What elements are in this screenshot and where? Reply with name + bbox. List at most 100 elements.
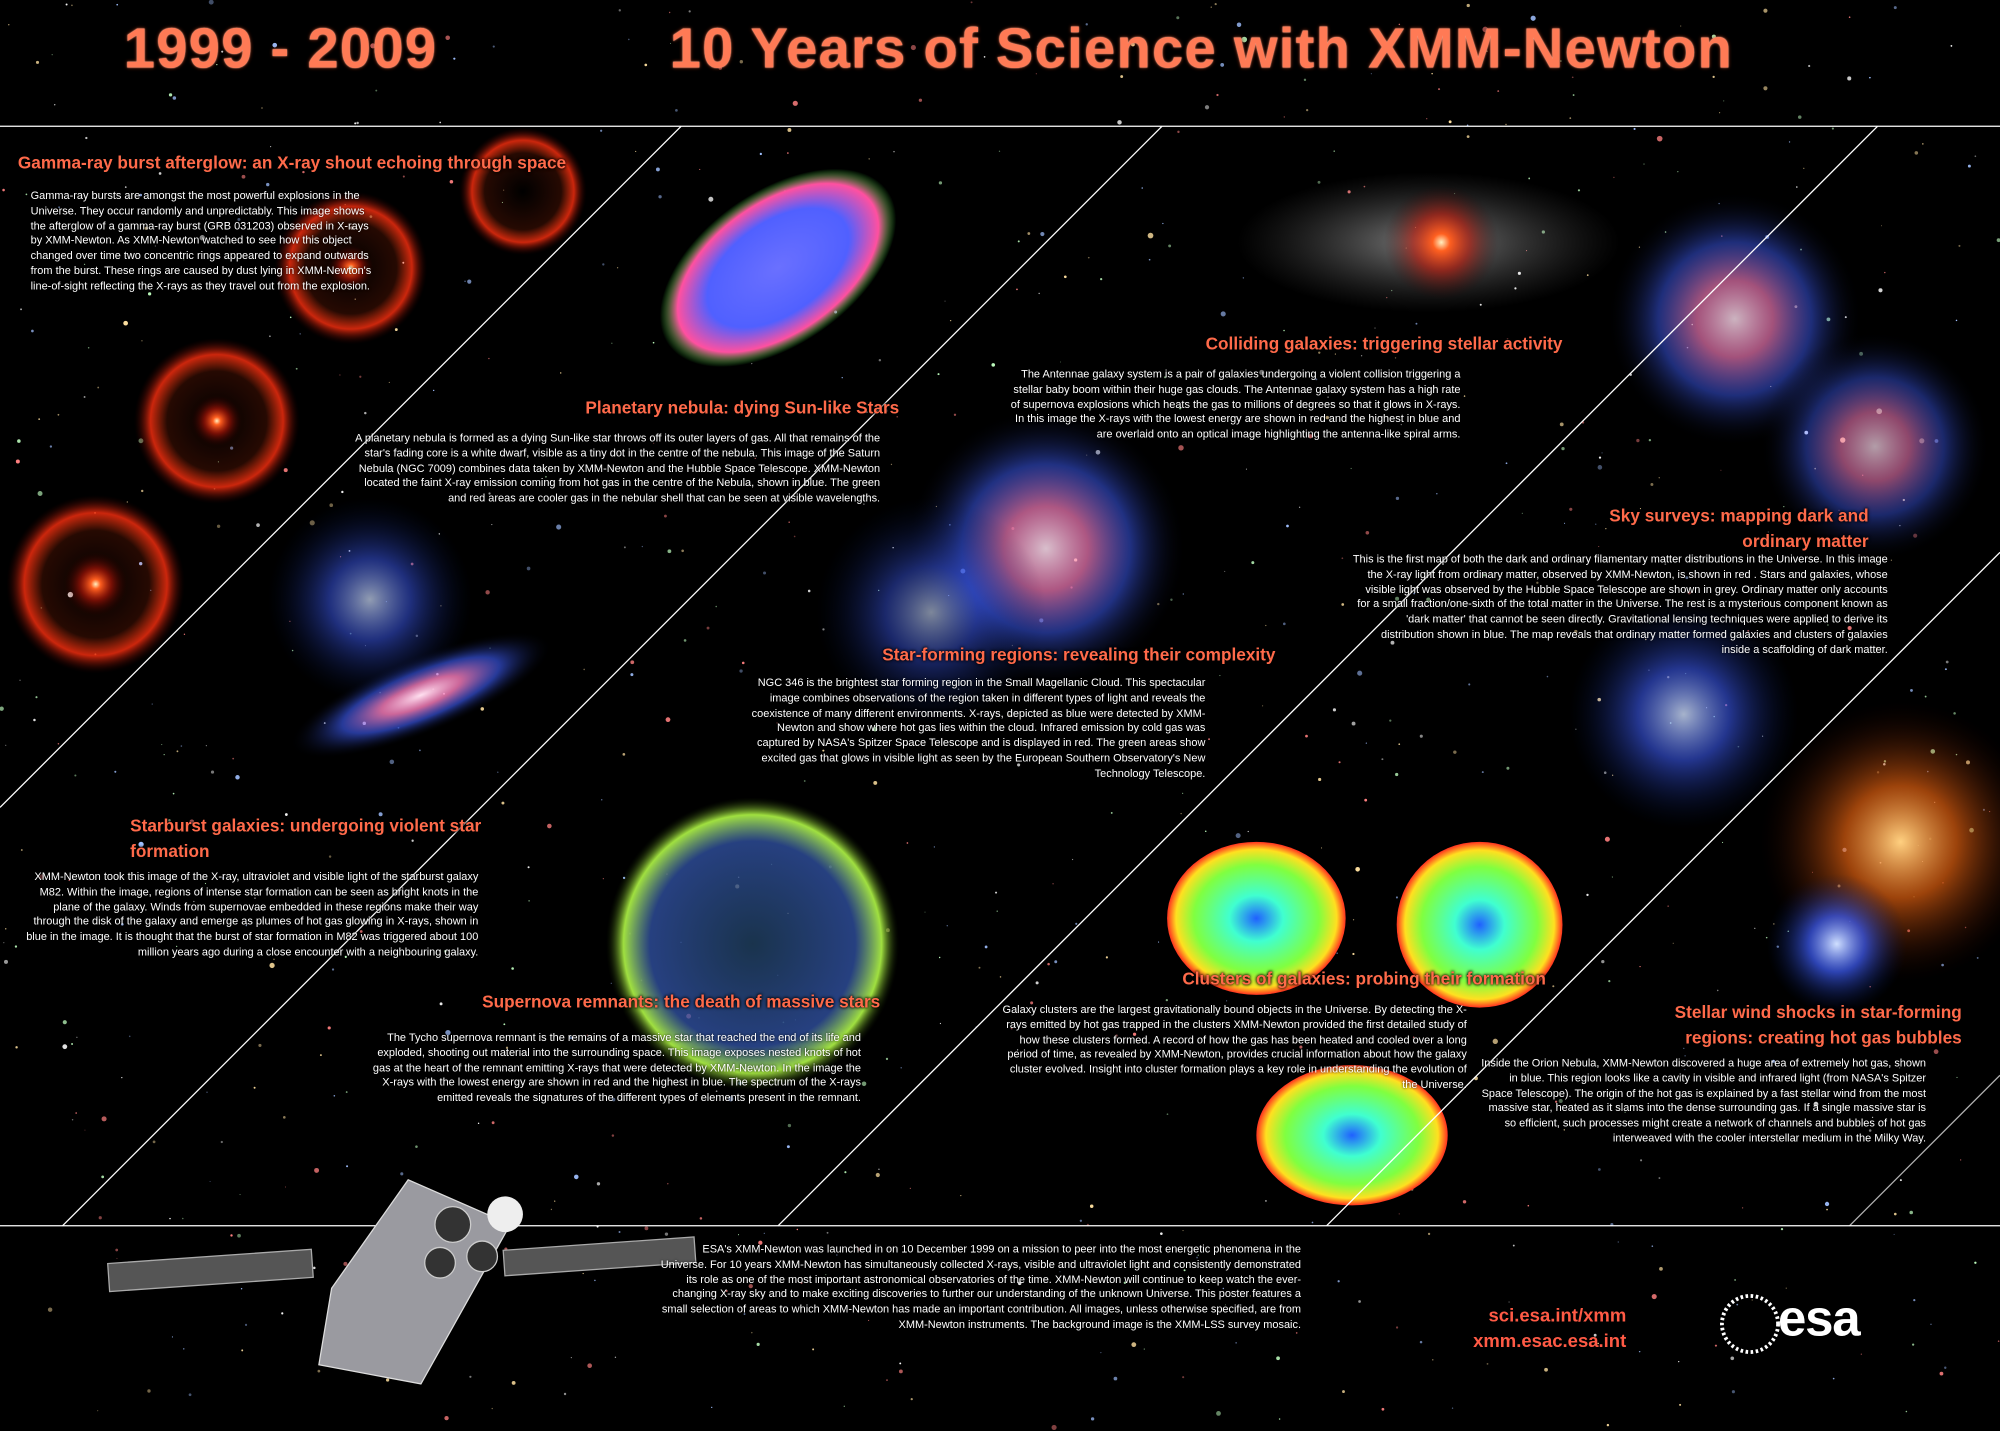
star (725, 1289, 728, 1292)
star (209, 1180, 211, 1183)
star (65, 3, 68, 6)
star (611, 1134, 615, 1137)
star (1571, 76, 1574, 79)
star (0, 706, 4, 711)
star (216, 524, 221, 528)
star (1720, 469, 1722, 471)
star (1808, 64, 1811, 68)
star (121, 1077, 123, 1079)
star (235, 775, 240, 780)
star (1016, 288, 1018, 291)
star (1913, 1299, 1916, 1302)
panel-body: A planetary nebula is formed as a dying … (355, 431, 881, 505)
star (1751, 1299, 1753, 1301)
star (299, 333, 301, 335)
star (488, 357, 490, 360)
star (83, 263, 86, 265)
star (327, 1026, 331, 1030)
star (800, 1281, 803, 1284)
star (1639, 508, 1641, 510)
star (176, 945, 178, 948)
link[interactable]: sci.esa.int/xmm (1488, 1306, 1627, 1327)
star (825, 1273, 827, 1276)
star (183, 259, 185, 261)
star (1117, 120, 1122, 125)
star (389, 759, 395, 765)
star (15, 459, 20, 464)
star (751, 1331, 753, 1334)
star (5, 744, 7, 746)
star (1492, 1038, 1498, 1044)
star (786, 1145, 790, 1149)
star (683, 639, 687, 642)
star (141, 489, 144, 493)
star (1506, 337, 1509, 340)
star (873, 780, 878, 785)
star (1997, 1340, 2000, 1343)
star (1508, 1301, 1510, 1303)
star (563, 1392, 567, 1396)
star (1282, 622, 1286, 626)
star (1967, 164, 1971, 168)
star (1939, 1371, 1944, 1376)
star (938, 956, 941, 959)
star (1530, 15, 1536, 21)
star (1008, 714, 1011, 717)
star (244, 1323, 248, 1326)
star (1650, 482, 1654, 486)
star (485, 590, 490, 595)
star (333, 1094, 336, 1097)
star (284, 813, 288, 816)
star (1712, 75, 1715, 79)
star (497, 771, 499, 773)
star (1884, 271, 1886, 274)
star (1558, 1098, 1563, 1104)
star (1198, 370, 1201, 372)
star (3, 959, 8, 964)
star (183, 1348, 185, 1350)
star (1427, 1232, 1431, 1236)
link[interactable]: xmm.esac.esa.int (1473, 1331, 1627, 1353)
star (331, 968, 335, 971)
star (1633, 127, 1636, 131)
star (1327, 396, 1329, 398)
star (664, 514, 667, 518)
star (1220, 63, 1225, 67)
star (1683, 1047, 1685, 1049)
star (1035, 981, 1039, 985)
star (1075, 922, 1078, 925)
star (1725, 600, 1727, 603)
panel-title: Clusters of galaxies: probing their form… (1182, 969, 1546, 989)
star (1351, 721, 1356, 726)
star (1220, 311, 1226, 317)
star (284, 1186, 286, 1188)
star (763, 571, 767, 575)
star (998, 150, 1001, 152)
star (183, 633, 186, 635)
star (1381, 758, 1384, 761)
star (602, 878, 604, 880)
star (616, 267, 619, 269)
star (439, 1002, 443, 1006)
star (1453, 750, 1457, 754)
star (31, 329, 34, 333)
star (1123, 1281, 1127, 1284)
star (699, 1217, 703, 1220)
star (17, 439, 21, 443)
star (1719, 112, 1721, 114)
star (1659, 1267, 1663, 1271)
star (354, 122, 357, 125)
star (1390, 640, 1395, 645)
star (1763, 8, 1768, 13)
star (1483, 573, 1486, 577)
star (1497, 90, 1500, 92)
star (1658, 477, 1660, 479)
star (1063, 275, 1067, 279)
star (345, 1091, 348, 1093)
star (1325, 415, 1329, 420)
star (97, 1410, 99, 1412)
star (1679, 1403, 1682, 1406)
star (491, 1407, 493, 1410)
star (1004, 1007, 1006, 1009)
